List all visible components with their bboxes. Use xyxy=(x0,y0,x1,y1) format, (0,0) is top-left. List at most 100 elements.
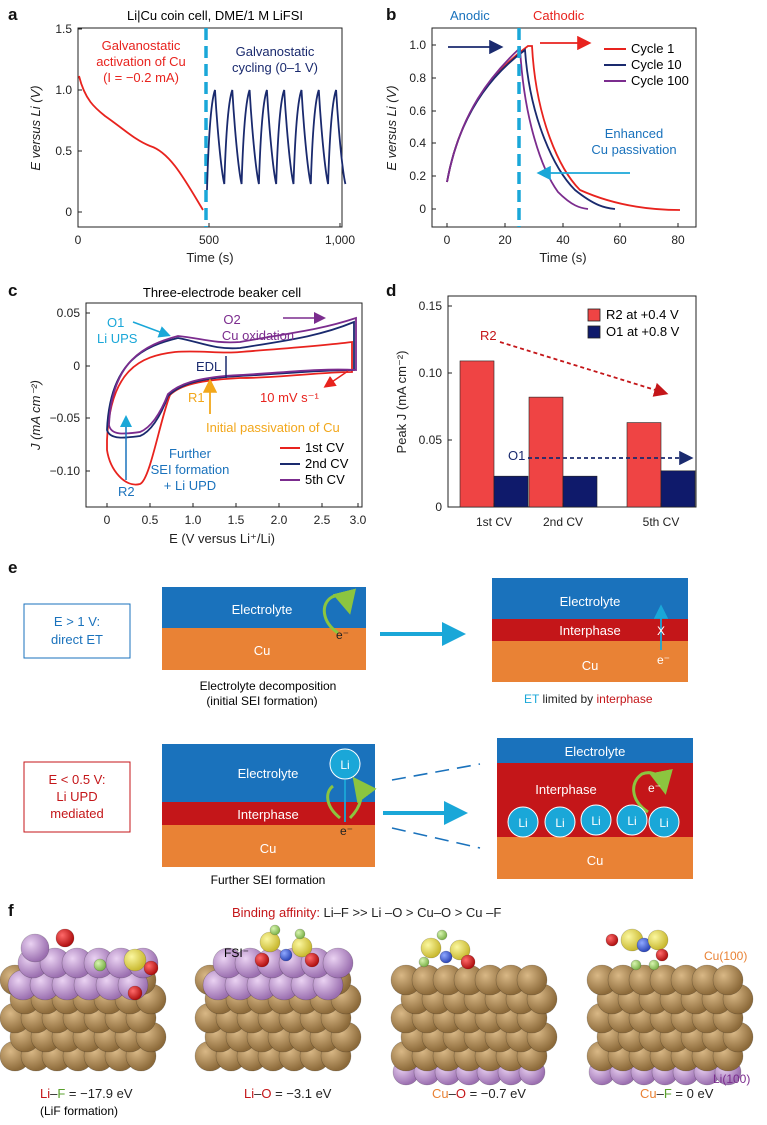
row2-left-cu-label: Cu xyxy=(260,841,277,856)
caption-li-f-sub: (LiF formation) xyxy=(40,1104,118,1118)
svg-text:direct ET: direct ET xyxy=(51,632,103,647)
oxygen-atom xyxy=(254,952,270,968)
fluorine-atom xyxy=(418,956,430,968)
legend-5th-cv: 5th CV xyxy=(305,472,345,487)
panel-c-o1-arrow xyxy=(132,321,171,338)
svg-text:cycling (0–1 V): cycling (0–1 V) xyxy=(232,60,318,75)
panel-b-cycle-100 xyxy=(446,46,589,210)
row1-right-cu-label: Cu xyxy=(582,658,599,673)
li-atom-label: Li xyxy=(627,814,636,828)
svg-text:Galvanostatic: Galvanostatic xyxy=(236,44,315,59)
row2-right-li-layer: Li Li Li Li Li xyxy=(507,804,680,838)
li-atom xyxy=(20,933,50,963)
panel-b-frame xyxy=(431,27,697,228)
panel-label-d: d xyxy=(386,281,396,300)
caption-cu-f: Cu–F = 0 eV xyxy=(640,1086,714,1101)
panel-b-xlabel: Time (s) xyxy=(539,250,586,265)
row1-electron-label: e⁻ xyxy=(336,628,349,642)
panel-a-xtick: 0 xyxy=(75,233,82,247)
cu-atom xyxy=(516,964,548,996)
panel-a-ann-activation: Galvanostatic activation of Cu (I = −0.2… xyxy=(96,38,186,85)
nitrogen-atom xyxy=(279,948,293,962)
bar-r2-3 xyxy=(626,422,662,508)
row2-left-electrolyte-label: Electrolyte xyxy=(238,766,299,781)
row2-electron-arrow-left xyxy=(326,784,341,820)
panel-b-ann-passivation: Enhanced Cu passivation xyxy=(591,126,676,157)
row2-right-electrolyte-label: Electrolyte xyxy=(565,744,626,759)
caption-li-f: Li–F = −17.9 eV xyxy=(40,1086,133,1101)
panel-d-ytick: 0.10 xyxy=(419,366,443,380)
panel-c-xtick: 0 xyxy=(104,513,111,527)
slab-cu-f xyxy=(586,928,754,1086)
fluorine-atom xyxy=(436,929,448,941)
panel-d-ytick: 0.15 xyxy=(419,299,443,313)
legend-cycle-100: Cycle 100 xyxy=(631,73,689,88)
row1-right-electrolyte-label: Electrolyte xyxy=(560,594,621,609)
panel-b-xtick: 0 xyxy=(444,233,451,247)
row2-li-ion-label: Li xyxy=(340,758,349,772)
caption-cu-o: Cu–O = −0.7 eV xyxy=(432,1086,526,1101)
row2-right-electron-arrow xyxy=(632,768,673,814)
svg-text:Further: Further xyxy=(169,446,212,461)
fsi-label: FSI⁻ xyxy=(224,946,249,960)
sulfur-atom xyxy=(449,939,471,961)
svg-text:(I = −0.2 mA): (I = −0.2 mA) xyxy=(103,70,179,85)
panel-a-ytick: 1.5 xyxy=(55,22,72,36)
svg-text:(initial SEI formation): (initial SEI formation) xyxy=(206,694,317,708)
bar-o1-1 xyxy=(493,475,529,508)
row2-zoom-line-top xyxy=(391,763,481,781)
li-atom-label: Li xyxy=(555,816,564,830)
svg-text:Cu passivation: Cu passivation xyxy=(591,142,676,157)
row1-electron-arrow xyxy=(322,588,356,635)
panel-c-xlabel: E (V versus Li⁺/Li) xyxy=(169,531,275,546)
panel-a-title: Li|Cu coin cell, DME/1 M LiFSI xyxy=(127,8,303,23)
panel-d-o1-label: O1 xyxy=(508,448,525,463)
panel-e: e E > 1 V: direct ET Electrolyte Cu e⁻ E… xyxy=(8,558,693,887)
slab-li-o xyxy=(194,924,362,1072)
slab-li-f xyxy=(0,928,167,1072)
oxygen-atom xyxy=(304,952,320,968)
panel-label-c: c xyxy=(8,281,17,300)
panel-c-cv-1st xyxy=(106,340,353,486)
panel-c-cv-5th xyxy=(108,316,357,435)
row1-condition-box xyxy=(23,603,131,659)
li-atom xyxy=(580,804,612,836)
panel-c-xtick: 2.0 xyxy=(271,513,288,527)
row1-blocked-cross: X xyxy=(657,624,665,638)
legend-cycle-10: Cycle 10 xyxy=(631,57,682,72)
panel-b-legend: Cycle 1 Cycle 10 Cycle 100 xyxy=(604,41,689,88)
panel-c-edl-label: EDL xyxy=(196,359,221,374)
svg-text:E < 0.5 V:: E < 0.5 V: xyxy=(49,772,106,787)
panel-b-ytick: 0.2 xyxy=(409,169,426,183)
fluorine-atom xyxy=(630,959,642,971)
panel-c-yticks: 0.05 0 −0.05 −0.10 xyxy=(50,306,90,478)
svg-text:Li UPD: Li UPD xyxy=(56,789,97,804)
caption-li-o: Li–O = −3.1 eV xyxy=(244,1086,332,1101)
panel-b-xticks: 0 20 40 60 80 xyxy=(444,223,685,247)
row2-condition-box xyxy=(23,761,131,833)
panel-b-yticks: 0 0.2 0.4 0.6 0.8 1.0 xyxy=(409,38,436,216)
panel-c-xtick: 1.5 xyxy=(228,513,245,527)
panel-c-ytick: −0.05 xyxy=(50,411,81,425)
svg-text:+ Li UPD: + Li UPD xyxy=(164,478,216,493)
row2-right-cu-label: Cu xyxy=(587,853,604,868)
panel-f-title: Binding affinity: Li–F >> Li –O > Cu–O >… xyxy=(232,905,501,920)
row2-right-electrolyte xyxy=(497,738,693,763)
panel-a-cycling-curve xyxy=(206,89,347,191)
panel-b-ytick: 1.0 xyxy=(409,38,426,52)
sulfur-atom xyxy=(123,948,147,972)
row2-electron-arrow-right xyxy=(348,776,377,820)
svg-text:mediated: mediated xyxy=(50,806,103,821)
panel-a-xlabel: Time (s) xyxy=(186,250,233,265)
sulfur-atom xyxy=(259,931,281,953)
panel-d-category-label: 1st CV xyxy=(476,515,512,529)
svg-text:Cu oxidation: Cu oxidation xyxy=(222,328,294,343)
row2-right-interphase-label: Interphase xyxy=(535,782,596,797)
panel-a-ylabel: E versus Li (V) xyxy=(28,85,43,170)
cu100-label: Cu(100) xyxy=(704,949,747,963)
li100-label: Li(100) xyxy=(713,1072,750,1086)
svg-text:activation of Cu: activation of Cu xyxy=(96,54,186,69)
row2-li-ion xyxy=(329,748,361,780)
panel-a-ytick: 0.5 xyxy=(55,144,72,158)
panel-d-category-label: 5th CV xyxy=(643,515,680,529)
